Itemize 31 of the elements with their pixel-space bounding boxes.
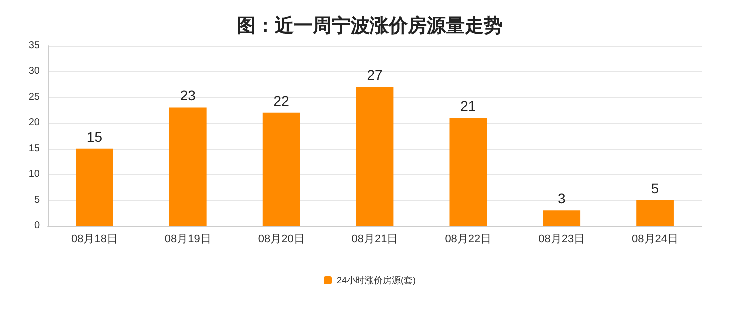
- y-tick-label: 30: [28, 66, 40, 78]
- data-label: 5: [651, 180, 660, 196]
- x-tick-label: 08月18日: [71, 234, 118, 246]
- bar: [262, 112, 300, 226]
- chart-title: 图：近一周宁波涨价房源量走势: [237, 15, 503, 37]
- x-tick-label: 08月20日: [258, 234, 305, 246]
- y-tick-label: 35: [28, 40, 40, 52]
- x-tick-label: 08月23日: [538, 234, 586, 246]
- bar: [636, 200, 674, 226]
- data-label: 27: [367, 67, 383, 84]
- data-label: 3: [558, 190, 566, 207]
- bar: [76, 148, 114, 226]
- data-label: 23: [180, 88, 196, 104]
- bar: [450, 118, 488, 226]
- x-tick-label: 08月22日: [445, 234, 492, 246]
- bar: [356, 87, 394, 226]
- x-tick-label: 08月21日: [352, 234, 398, 246]
- y-tick-label: 10: [28, 169, 40, 180]
- y-tick-label: 15: [28, 143, 40, 154]
- x-tick-label: 08月19日: [164, 234, 212, 246]
- y-tick-label: 0: [34, 220, 40, 232]
- x-tick-label: 08月24日: [632, 234, 679, 246]
- data-label: 22: [274, 92, 290, 109]
- y-tick-label: 20: [28, 118, 40, 129]
- data-label: 15: [86, 128, 103, 145]
- y-tick-label: 5: [34, 194, 40, 206]
- bar: [543, 210, 581, 226]
- data-label: 21: [460, 98, 476, 114]
- legend-label: 24小时涨价房源(套): [337, 276, 416, 286]
- bar: [169, 108, 207, 226]
- y-tick-label: 25: [28, 92, 40, 103]
